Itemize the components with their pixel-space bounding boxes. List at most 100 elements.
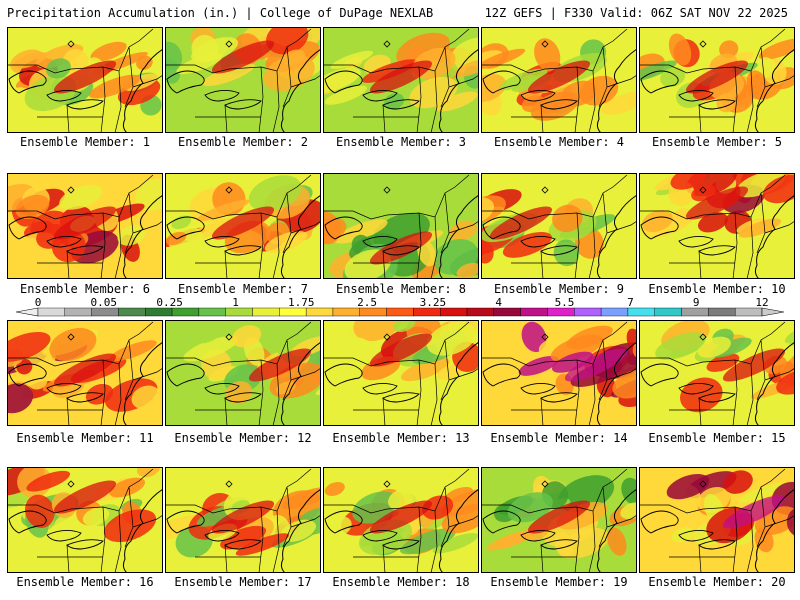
station-marker <box>541 333 549 341</box>
precip-contour <box>548 177 577 211</box>
member-label: Ensemble Member: 18 <box>332 575 470 589</box>
precip-contour <box>551 351 594 373</box>
heavy-precip-core <box>489 206 553 240</box>
precip-contour <box>507 492 553 523</box>
precip-contour <box>134 332 163 361</box>
great-lakes-outline <box>166 363 262 403</box>
precip-contour <box>552 204 583 233</box>
colorbar-swatch <box>91 307 119 317</box>
ensemble-map-panel <box>323 27 479 133</box>
colorbar-swatch <box>171 307 200 317</box>
precip-contour <box>758 38 795 60</box>
precip-contour <box>49 327 97 362</box>
colorbar-swatch <box>118 307 146 317</box>
precip-contour <box>655 332 706 360</box>
ensemble-map-panel <box>7 27 163 133</box>
coastline <box>754 488 795 573</box>
precip-contour <box>323 516 352 538</box>
member-label: Ensemble Member: 11 <box>16 431 154 445</box>
precip-contour <box>666 473 710 500</box>
ensemble-map-panel <box>481 173 637 279</box>
coastline <box>596 341 637 426</box>
great-lakes-outline <box>482 216 578 256</box>
precip-contour <box>361 59 418 83</box>
precip-contour <box>558 527 609 559</box>
precip-contour <box>534 38 561 72</box>
heavy-precip-core <box>369 231 433 265</box>
colorbar-swatch <box>225 307 253 317</box>
member-label: Ensemble Member: 4 <box>493 135 625 149</box>
state-borders <box>639 28 795 133</box>
station-marker <box>541 480 549 488</box>
precip-contour <box>435 91 478 112</box>
precip-contour <box>456 262 479 279</box>
colorbar: 0 0.05 0.25 1 1.75 2.5 3.25 4 5.5 7 9 12 <box>0 298 800 320</box>
state-borders <box>323 468 479 573</box>
precip-map <box>639 320 795 426</box>
coastline <box>280 341 321 426</box>
precip-contour <box>324 482 345 496</box>
colorbar-swatch <box>332 307 360 317</box>
precip-contour <box>26 470 71 492</box>
member-label: Ensemble Member: 8 <box>335 282 467 296</box>
heavy-precip-core <box>685 60 749 94</box>
precip-map <box>7 27 163 133</box>
precip-map <box>165 27 321 133</box>
colorbar-swatch <box>145 307 173 317</box>
precip-contour <box>521 321 547 353</box>
colorbar-swatch <box>681 307 709 317</box>
colorbar-high-arrow <box>761 307 785 317</box>
heavy-precip-core <box>722 495 786 529</box>
member-label: Ensemble Member: 16 <box>16 575 154 589</box>
colorbar-swatch <box>440 307 468 317</box>
station-marker <box>67 40 75 48</box>
precip-contour <box>13 52 48 69</box>
precip-map <box>481 173 637 279</box>
precip-contour <box>738 482 788 503</box>
colorbar-tick-label: 12 <box>755 298 768 309</box>
colorbar-tick-label: 0.25 <box>156 298 183 309</box>
colorbar-tick-label: 4 <box>495 298 502 309</box>
precip-contour <box>135 178 163 211</box>
precip-contour <box>426 321 477 356</box>
precip-contour <box>401 357 450 382</box>
ensemble-map-panel <box>7 173 163 279</box>
precip-map <box>323 467 479 573</box>
state-borders <box>7 321 163 426</box>
precip-contour <box>191 34 219 63</box>
ensemble-map-panel <box>323 173 479 279</box>
member-label: Ensemble Member: 5 <box>651 135 783 149</box>
ensemble-map-panel <box>481 467 637 573</box>
state-borders <box>481 468 637 573</box>
precip-contour <box>281 487 321 510</box>
heavy-precip-core <box>722 348 786 382</box>
heavy-precip-core <box>369 500 433 534</box>
precip-contour <box>109 340 157 362</box>
member-label: Ensemble Member: 7 <box>177 282 309 296</box>
ensemble-map-panel <box>639 467 795 573</box>
colorbar-tick-label: 2.5 <box>357 298 377 309</box>
coastline <box>122 48 163 133</box>
colorbar-swatch <box>708 307 736 317</box>
precip-contour <box>518 355 559 376</box>
station-marker <box>383 333 391 341</box>
precip-contour <box>323 346 361 372</box>
precip-contour <box>736 173 786 198</box>
precip-contour <box>103 509 157 543</box>
precip-contour <box>409 76 458 109</box>
member-label: Ensemble Member: 13 <box>332 431 470 445</box>
precip-contour <box>136 55 153 71</box>
coastline <box>280 194 321 279</box>
precip-map <box>7 467 163 573</box>
precip-contour <box>607 527 627 556</box>
ensemble-map-panel <box>7 467 163 573</box>
great-lakes-outline <box>640 216 736 256</box>
coastline <box>438 48 479 133</box>
precip-map <box>7 320 163 426</box>
state-borders <box>7 468 163 573</box>
precip-contour <box>324 85 367 105</box>
precip-contour <box>353 320 402 342</box>
precip-contour <box>196 199 250 222</box>
colorbar-swatch <box>413 307 441 317</box>
great-lakes-outline <box>324 70 420 110</box>
